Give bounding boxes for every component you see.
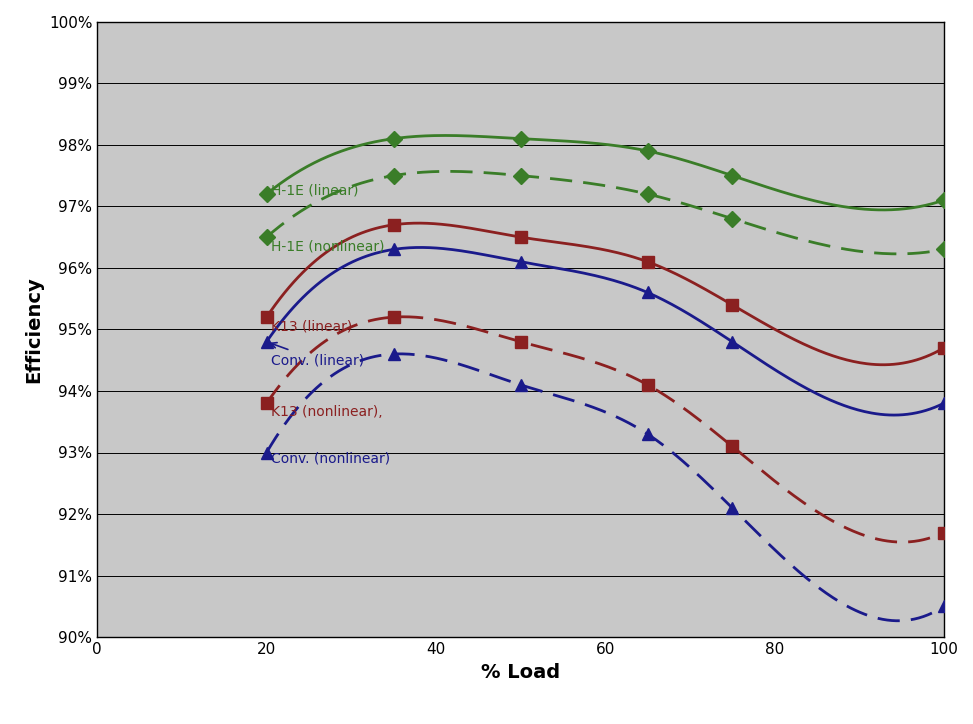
Text: H-1E (nonlinear): H-1E (nonlinear) xyxy=(270,240,384,253)
Text: Conv. (nonlinear): Conv. (nonlinear) xyxy=(270,452,390,466)
Text: K13 (linear): K13 (linear) xyxy=(270,319,352,333)
Text: K13 (nonlinear),: K13 (nonlinear), xyxy=(270,405,382,419)
Text: H-1E (linear): H-1E (linear) xyxy=(270,184,358,198)
Y-axis label: Efficiency: Efficiency xyxy=(24,276,44,383)
Text: Conv. (linear): Conv. (linear) xyxy=(270,342,364,367)
X-axis label: % Load: % Load xyxy=(481,662,560,681)
